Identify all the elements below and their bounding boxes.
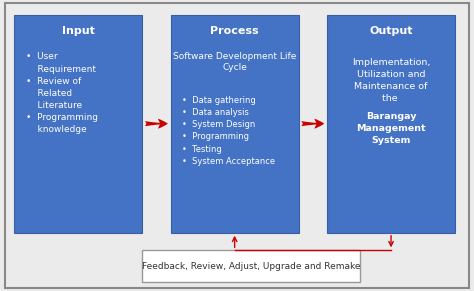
Text: Barangay
Management
System: Barangay Management System [356,112,426,145]
Text: Implementation,
Utilization and
Maintenance of
the: Implementation, Utilization and Maintena… [352,58,430,103]
Text: •  User
    Requirement
•  Review of
    Related
    Literature
•  Programming
 : • User Requirement • Review of Related L… [26,52,98,134]
Text: •  Data gathering
•  Data analysis
•  System Design
•  Programming
•  Testing
• : • Data gathering • Data analysis • Syste… [182,96,275,166]
FancyBboxPatch shape [14,15,142,233]
Text: Input: Input [62,26,95,36]
Text: Feedback, Review, Adjust, Upgrade and Remake: Feedback, Review, Adjust, Upgrade and Re… [142,262,360,271]
FancyBboxPatch shape [171,15,299,233]
FancyBboxPatch shape [5,3,469,288]
Text: Process: Process [210,26,259,36]
FancyBboxPatch shape [327,15,455,233]
FancyBboxPatch shape [142,250,360,282]
Text: Output: Output [369,26,413,36]
Text: Software Development Life
Cycle: Software Development Life Cycle [173,52,296,72]
